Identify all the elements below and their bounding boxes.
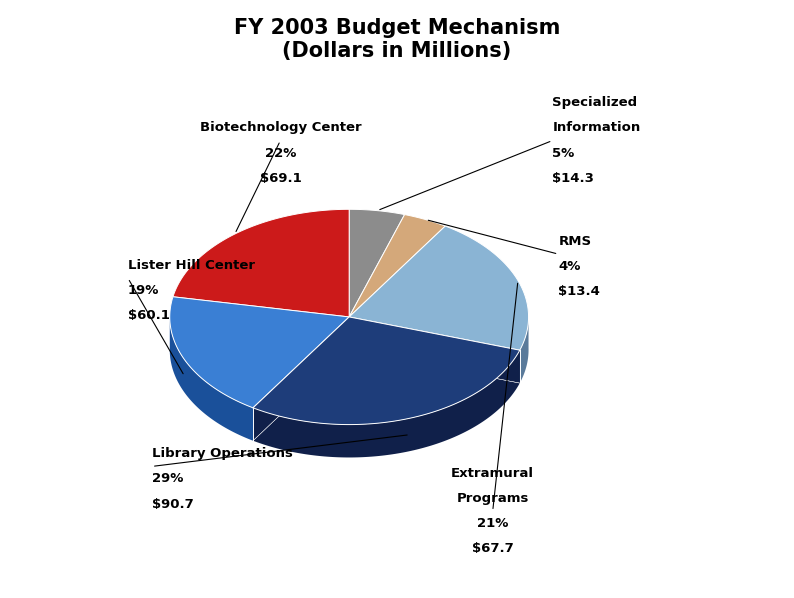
- Text: 21%: 21%: [477, 517, 508, 530]
- Text: $67.7: $67.7: [472, 542, 514, 556]
- Text: Library Operations: Library Operations: [152, 447, 293, 460]
- Polygon shape: [170, 315, 253, 441]
- Text: 29%: 29%: [152, 472, 183, 486]
- Polygon shape: [170, 297, 349, 408]
- Text: $90.7: $90.7: [152, 498, 194, 511]
- Polygon shape: [253, 317, 349, 441]
- Text: $60.1: $60.1: [128, 309, 170, 322]
- Polygon shape: [253, 317, 349, 441]
- Text: 19%: 19%: [128, 284, 160, 297]
- Text: 5%: 5%: [553, 147, 575, 160]
- Text: FY 2003 Budget Mechanism
(Dollars in Millions): FY 2003 Budget Mechanism (Dollars in Mil…: [233, 18, 561, 61]
- Polygon shape: [349, 215, 445, 317]
- Polygon shape: [173, 209, 349, 317]
- Text: $13.4: $13.4: [558, 285, 600, 298]
- Polygon shape: [349, 317, 520, 383]
- Text: Information: Information: [553, 121, 641, 135]
- Polygon shape: [520, 315, 529, 383]
- Text: $14.3: $14.3: [553, 172, 595, 185]
- Polygon shape: [349, 317, 520, 383]
- Text: Specialized: Specialized: [553, 96, 638, 109]
- Text: RMS: RMS: [558, 235, 592, 248]
- Text: $69.1: $69.1: [260, 172, 301, 185]
- Polygon shape: [253, 317, 520, 425]
- Text: 4%: 4%: [558, 260, 581, 273]
- Text: Biotechnology Center: Biotechnology Center: [199, 121, 361, 135]
- Polygon shape: [349, 209, 405, 317]
- Polygon shape: [349, 226, 529, 350]
- Text: Extramural: Extramural: [451, 467, 534, 480]
- Text: Programs: Programs: [457, 492, 529, 505]
- Text: 22%: 22%: [264, 147, 296, 160]
- Text: Lister Hill Center: Lister Hill Center: [128, 259, 255, 272]
- Polygon shape: [253, 350, 520, 457]
